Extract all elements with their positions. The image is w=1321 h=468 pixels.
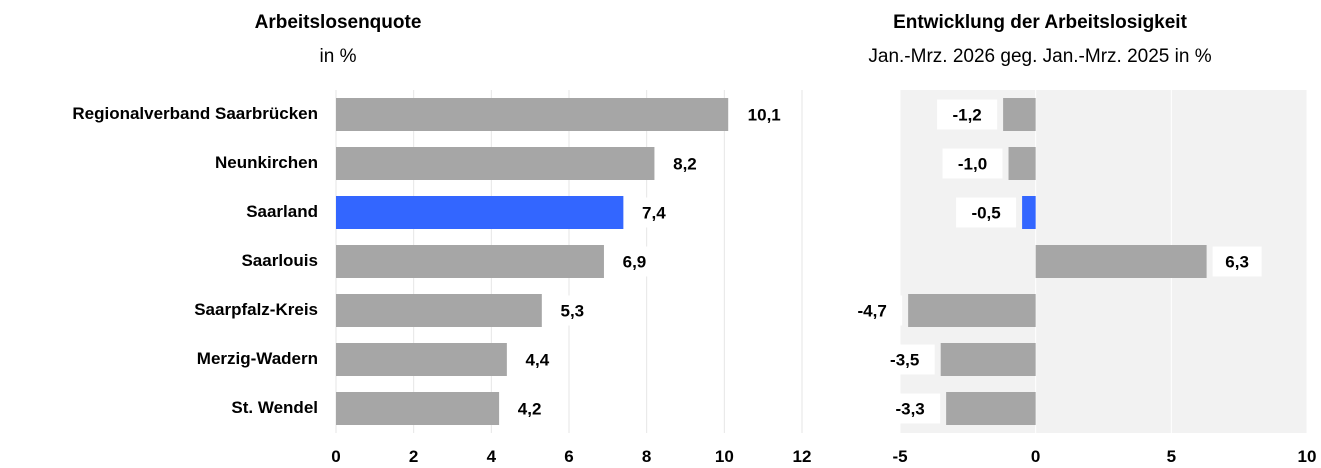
tick-label: 0 — [1031, 447, 1040, 466]
chart-2-subtitle: Jan.-Mrz. 2026 geg. Jan.-Mrz. 2025 in % — [868, 46, 1212, 67]
value-label: -3,3 — [895, 400, 924, 419]
bar — [336, 294, 542, 327]
value-label-box — [937, 99, 998, 130]
bar — [940, 343, 1036, 376]
tick-label: 6 — [564, 447, 573, 466]
tick-label: 10 — [715, 447, 734, 466]
value-label-box — [880, 393, 941, 424]
category-label: Saarpfalz-Kreis — [194, 299, 318, 319]
tick-label: 12 — [793, 447, 812, 466]
category-label: Saarland — [246, 201, 318, 221]
value-label-box — [547, 295, 597, 326]
value-label-box — [505, 393, 555, 424]
tick-label: 2 — [409, 447, 418, 466]
chart-1-subtitle: in % — [319, 46, 357, 67]
value-label: 7,4 — [642, 204, 666, 223]
category-label: Regionalverband Saarbrücken — [72, 103, 318, 123]
bar — [908, 294, 1036, 327]
value-label: 4,4 — [526, 351, 550, 370]
value-label: 5,3 — [560, 302, 584, 321]
bar — [336, 392, 500, 425]
bar — [336, 196, 624, 229]
bar — [336, 98, 729, 131]
value-label-box — [874, 344, 935, 375]
value-label-box — [942, 148, 1003, 179]
value-label-box — [734, 99, 795, 130]
chart-2-title: Entwicklung der Arbeitslosigkeit — [893, 12, 1187, 33]
value-label-box — [1212, 246, 1262, 277]
value-label-box — [629, 197, 679, 228]
value-label: -4,7 — [857, 302, 886, 321]
category-label: Merzig-Wadern — [196, 348, 318, 368]
bar — [1003, 98, 1036, 131]
value-label: -1,2 — [952, 106, 981, 125]
bar — [1035, 245, 1207, 278]
bar — [1008, 147, 1036, 180]
value-label-box — [956, 197, 1017, 228]
value-label: 4,2 — [518, 400, 542, 419]
value-label: 10,1 — [748, 106, 781, 125]
tick-label: 8 — [642, 447, 651, 466]
bar — [336, 147, 655, 180]
value-label: 6,9 — [623, 253, 647, 272]
tick-label: 5 — [1167, 447, 1176, 466]
tick-label: 0 — [331, 447, 340, 466]
tick-label: 10 — [1298, 447, 1317, 466]
value-label: 8,2 — [673, 155, 697, 174]
value-label-box — [512, 344, 562, 375]
category-label: Neunkirchen — [215, 152, 318, 172]
value-label-box — [660, 148, 710, 179]
chart-1-title: Arbeitslosenquote — [254, 12, 422, 33]
bar — [1022, 196, 1036, 229]
value-label: -1,0 — [958, 155, 987, 174]
tick-label: 4 — [487, 447, 497, 466]
category-label: St. Wendel — [231, 397, 318, 417]
bar — [336, 245, 604, 278]
value-label: -0,5 — [971, 204, 1000, 223]
tick-label: -5 — [892, 447, 907, 466]
bar — [946, 392, 1036, 425]
value-label-box — [842, 295, 903, 326]
category-label: Saarlouis — [241, 250, 318, 270]
value-label-box — [609, 246, 659, 277]
value-label: -3,5 — [890, 351, 919, 370]
category-labels: Regionalverband Saarbrücken Neunkirchen Sa… — [0, 0, 318, 468]
bar — [336, 343, 507, 376]
value-label: 6,3 — [1225, 253, 1249, 272]
